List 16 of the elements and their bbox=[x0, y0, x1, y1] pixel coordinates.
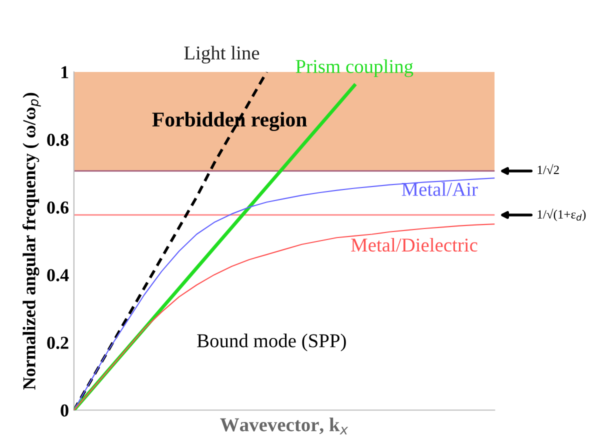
series-label: Metal/Air bbox=[402, 182, 478, 196]
band-label: Forbidden region bbox=[152, 112, 307, 131]
y-tick-label: 0.2 bbox=[47, 336, 68, 349]
series-label: Light line bbox=[184, 46, 260, 64]
annotation: Bound mode (SPP) bbox=[197, 334, 346, 352]
ref-line-label: 1/√2 bbox=[538, 164, 559, 174]
y-axis-title: Normalized angular frequency ( ω/ω$_{p}$) bbox=[22, 92, 41, 390]
y-tick-label: 0 bbox=[60, 404, 68, 417]
y-tick-label: 1 bbox=[61, 66, 68, 78]
y-tick-label: 0.4 bbox=[47, 269, 69, 282]
y-tick-label: 0.8 bbox=[47, 134, 68, 146]
y-tick-label: 0.6 bbox=[47, 201, 69, 214]
x-axis-title: Wavevector, k$_{x}$ bbox=[220, 418, 348, 434]
series-label: Prism coupling bbox=[296, 59, 414, 78]
ref-line-label: 1/√(1+ε$_{d}$) bbox=[538, 208, 586, 222]
series-label: Metal/Dielectric bbox=[351, 238, 478, 252]
